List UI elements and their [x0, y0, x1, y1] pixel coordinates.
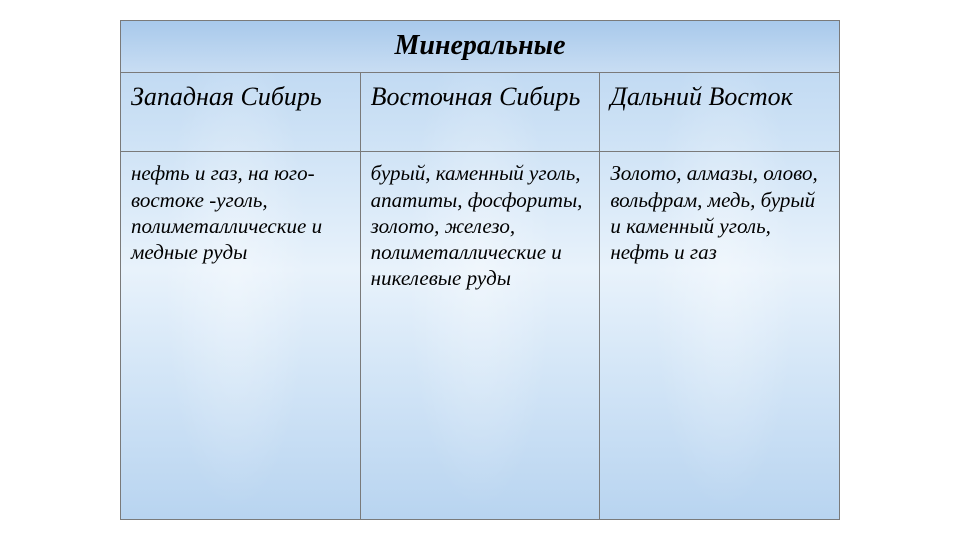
column-header-far-east: Дальний Восток: [600, 73, 839, 152]
table-title-row: Минеральные: [121, 21, 839, 73]
table-content: Минеральные Западная Сибирь Восточная Си…: [121, 21, 839, 519]
table-header-row: Западная Сибирь Восточная Сибирь Дальний…: [121, 73, 839, 153]
column-header-west-siberia: Западная Сибирь: [121, 73, 361, 152]
table-title: Минеральные: [394, 30, 565, 62]
column-header-east-siberia: Восточная Сибирь: [361, 73, 601, 152]
cell-far-east: Золото, алмазы, олово, вольфрам, медь, б…: [600, 152, 839, 519]
cell-east-siberia: бурый, каменный уголь, апатиты, фосфорит…: [361, 152, 601, 519]
mineral-resources-table: Минеральные Западная Сибирь Восточная Си…: [120, 20, 840, 520]
cell-west-siberia: нефть и газ, на юго-востоке -уголь, поли…: [121, 152, 361, 519]
table-body-row: нефть и газ, на юго-востоке -уголь, поли…: [121, 152, 839, 519]
